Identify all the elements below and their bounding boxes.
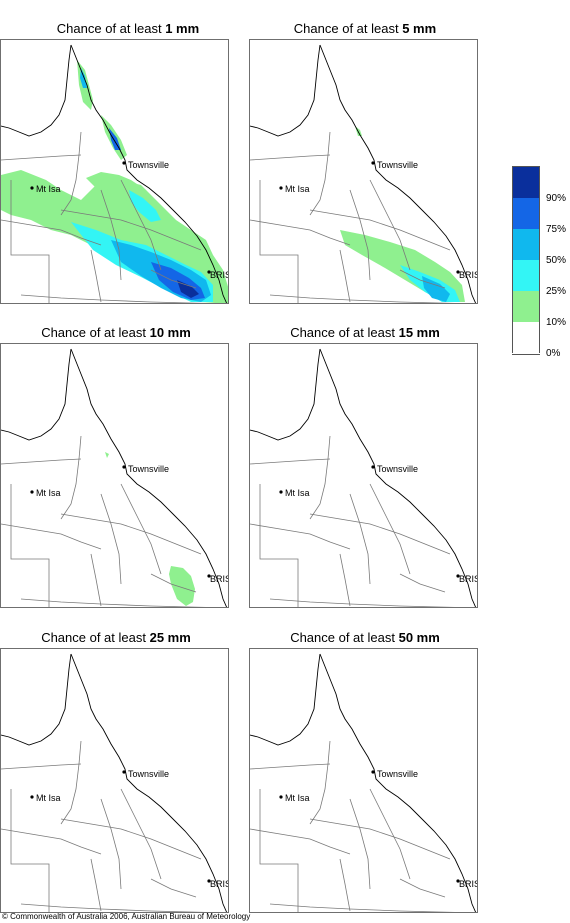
place-markers — [279, 770, 460, 883]
townsville-dot — [122, 161, 126, 165]
map-panel-1mm: Townsville Mt Isa BRIS — [0, 39, 229, 304]
mt-isa-dot — [30, 186, 34, 190]
bris-dot — [207, 270, 211, 274]
legend-swatch-50 — [512, 229, 540, 260]
label-bris: BRIS — [459, 270, 478, 280]
map-10mm-svg: Townsville Mt Isa BRIS — [1, 348, 229, 607]
panel-title-25mm: Chance of at least 25 mm — [41, 630, 191, 645]
legend-swatch-0 — [512, 322, 540, 353]
label-mt-isa: Mt Isa — [36, 184, 61, 194]
mt-isa-dot — [279, 186, 283, 190]
panel-title-1mm: Chance of at least 1 mm — [56, 21, 200, 36]
map-1mm-svg: Townsville Mt Isa BRIS — [1, 44, 229, 303]
bris-dot — [456, 574, 460, 578]
mt-isa-dot — [30, 795, 34, 799]
label-mt-isa: Mt Isa — [285, 793, 310, 803]
rain-probability-shading — [1, 60, 228, 303]
probability-legend — [512, 166, 540, 355]
coastline — [70, 44, 228, 303]
townsville-dot — [371, 770, 375, 774]
label-townsville: Townsville — [377, 160, 418, 170]
mt-isa-dot — [279, 490, 283, 494]
rain-probability-shading — [105, 452, 195, 606]
label-bris: BRIS — [210, 574, 229, 584]
townsville-dot — [371, 465, 375, 469]
bris-dot — [456, 270, 460, 274]
shade-10-25-coast — [105, 452, 109, 458]
label-mt-isa: Mt Isa — [36, 488, 61, 498]
map-outlines — [250, 653, 477, 912]
legend-label-75: 75% — [546, 224, 567, 235]
legend-swatch-75 — [512, 198, 540, 229]
map-panel-15mm: Townsville Mt Isa BRIS — [249, 343, 478, 608]
label-bris: BRIS — [459, 879, 478, 889]
map-outlines — [250, 348, 477, 607]
map-panel-25mm: Townsville Mt Isa BRIS — [0, 648, 229, 913]
townsville-dot — [371, 161, 375, 165]
map-panel-50mm: Townsville Mt Isa BRIS — [249, 648, 478, 913]
legend-label-0: 0% — [546, 348, 561, 359]
townsville-dot — [122, 770, 126, 774]
label-townsville: Townsville — [377, 769, 418, 779]
bris-dot — [456, 879, 460, 883]
label-townsville: Townsville — [128, 464, 169, 474]
legend-swatch-10 — [512, 291, 540, 322]
map-15mm-svg: Townsville Mt Isa BRIS — [250, 348, 478, 607]
shade-75-90-coast — [109, 128, 121, 150]
map-25mm-svg: Townsville Mt Isa BRIS — [1, 653, 229, 912]
map-outlines — [1, 44, 228, 303]
label-townsville: Townsville — [377, 464, 418, 474]
panel-title-5mm: Chance of at least 5 mm — [293, 21, 437, 36]
legend-label-10: 10% — [546, 317, 567, 328]
legend-label-50: 50% — [546, 255, 567, 266]
shade-10-25 — [169, 566, 195, 606]
label-bris: BRIS — [459, 574, 478, 584]
map-outlines — [1, 653, 228, 912]
copyright-notice: © Commonwealth of Australia 2006, Austra… — [2, 912, 251, 921]
gulf-coast — [1, 44, 72, 137]
place-markers — [279, 465, 460, 578]
label-bris: BRIS — [210, 879, 229, 889]
legend-swatch-25 — [512, 260, 540, 291]
label-townsville: Townsville — [128, 160, 169, 170]
panel-title-50mm: Chance of at least 50 mm — [290, 630, 440, 645]
label-mt-isa: Mt Isa — [36, 793, 61, 803]
shade-25-50-north — [129, 190, 161, 222]
mt-isa-dot — [30, 490, 34, 494]
label-townsville: Townsville — [128, 769, 169, 779]
label-mt-isa: Mt Isa — [285, 488, 310, 498]
map-5mm-svg: Townsville Mt Isa BRIS — [250, 44, 478, 303]
shade-90 — [177, 280, 199, 298]
bris-dot — [207, 879, 211, 883]
legend-swatch-90 — [512, 167, 540, 198]
map-panel-10mm: Townsville Mt Isa BRIS — [0, 343, 229, 608]
label-bris: BRIS — [210, 270, 229, 280]
map-panel-5mm: Townsville Mt Isa BRIS — [249, 39, 478, 304]
bris-dot — [207, 574, 211, 578]
label-mt-isa: Mt Isa — [285, 184, 310, 194]
place-markers — [30, 161, 211, 274]
mt-isa-dot — [279, 795, 283, 799]
place-markers — [30, 465, 211, 578]
panel-title-15mm: Chance of at least 15 mm — [290, 325, 440, 340]
townsville-dot — [122, 465, 126, 469]
place-markers — [30, 770, 211, 883]
map-50mm-svg: Townsville Mt Isa BRIS — [250, 653, 478, 912]
panel-title-10mm: Chance of at least 10 mm — [41, 325, 191, 340]
place-markers — [279, 161, 460, 274]
rain-probability-shading — [340, 126, 465, 302]
map-outlines — [250, 44, 477, 303]
legend-label-90: 90% — [546, 193, 567, 204]
legend-label-25: 25% — [546, 286, 567, 297]
map-outlines — [1, 348, 228, 607]
